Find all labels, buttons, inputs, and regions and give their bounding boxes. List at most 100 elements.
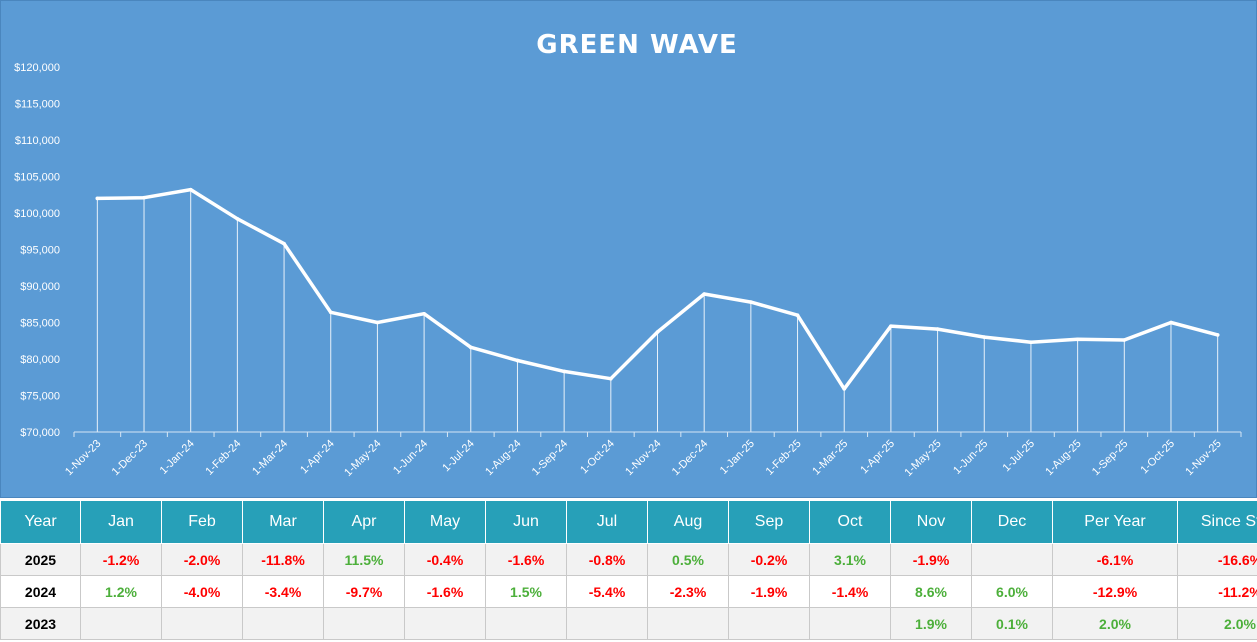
year-cell: 2023: [0, 607, 81, 640]
return-cell: 2.0%: [1177, 607, 1257, 640]
x-tick-label: 1-Sep-24: [530, 438, 570, 478]
x-tick-label: 1-Jun-25: [951, 438, 990, 477]
return-cell: [80, 607, 162, 640]
return-cell: [647, 607, 729, 640]
return-cell: 1.2%: [80, 575, 162, 608]
return-cell: -4.0%: [161, 575, 243, 608]
table-header-row: Year Jan Feb Mar Apr May Jun Jul Aug Sep Oct Nov Dec…: [0, 500, 1257, 544]
data-point: [749, 300, 753, 304]
data-point: [468, 345, 473, 350]
data-point: [562, 369, 566, 374]
returns-table: Year Jan Feb Mar Apr May Jun Jul Aug Sep Oct Nov Dec…: [0, 500, 1257, 640]
return-cell: -11.2%: [1177, 575, 1257, 608]
x-tick-label: 1-Dec-23: [110, 438, 150, 478]
column-header: Nov: [890, 500, 972, 544]
return-cell: -1.9%: [728, 575, 810, 608]
data-point: [282, 241, 286, 246]
return-cell: -1.6%: [404, 575, 486, 608]
x-tick-label: 1-Feb-25: [764, 438, 804, 478]
return-cell: 2.0%: [1052, 607, 1178, 640]
return-cell: 0.1%: [971, 607, 1053, 640]
data-point: [702, 292, 706, 296]
column-header: Feb: [161, 500, 243, 544]
data-point: [935, 327, 940, 331]
y-tick-label: $110,000: [15, 135, 60, 147]
return-cell: -0.8%: [566, 543, 648, 576]
x-tick-label: 1-Mar-24: [250, 438, 290, 478]
column-header: Jul: [566, 500, 648, 544]
return-cell: [566, 607, 648, 640]
x-tick-label: 1-Dec-24: [670, 438, 710, 478]
column-header: Sep: [728, 500, 810, 544]
data-point: [1029, 340, 1033, 345]
column-header: Mar: [242, 500, 324, 544]
column-header: Jun: [485, 500, 567, 544]
y-tick-label: $105,000: [14, 172, 60, 184]
year-cell: 2024: [0, 575, 81, 608]
return-cell: 3.1%: [809, 543, 891, 576]
return-cell: [728, 607, 810, 640]
return-cell: -0.4%: [404, 543, 486, 576]
return-cell: -16.6%: [1177, 543, 1257, 576]
year-cell: 2025: [0, 543, 81, 576]
return-cell: 0.5%: [647, 543, 729, 576]
x-tick-label: 1-Oct-25: [1138, 438, 1177, 477]
x-tick-label: 1-Jan-24: [158, 438, 197, 477]
return-cell: 6.0%: [971, 575, 1053, 608]
x-tick-label: 1-May-25: [902, 438, 943, 479]
data-point: [1215, 333, 1220, 337]
return-cell: [485, 607, 567, 640]
column-header: Since Start: [1177, 500, 1257, 544]
x-tick-label: 1-Feb-24: [203, 438, 243, 478]
series-layer: [95, 187, 1220, 391]
column-header: Apr: [323, 500, 405, 544]
return-cell: -2.0%: [161, 543, 243, 576]
table-row: 2025 -1.2% -2.0% -11.8% 11.5% -0.4% -1.6% -0.8%…: [0, 543, 1257, 576]
return-cell: [161, 607, 243, 640]
return-cell: -1.2%: [80, 543, 162, 576]
return-cell: -1.4%: [809, 575, 891, 608]
data-point: [982, 335, 987, 339]
x-tick-label: 1-Nov-23: [63, 438, 103, 478]
chart-panel: GREEN WAVE $70,000 $75,000 $80,000 $85,000 $…: [0, 0, 1257, 498]
x-tick-label: 1-Nov-25: [1183, 438, 1223, 478]
return-cell: [971, 543, 1053, 576]
x-tick-label: 1-Aug-25: [1043, 438, 1083, 478]
return-cell: -12.9%: [1052, 575, 1178, 608]
data-point: [609, 376, 613, 381]
table-row: 2024 1.2% -4.0% -3.4% -9.7% -1.6% 1.5% -5.4% -2.…: [0, 575, 1257, 608]
return-cell: -6.1%: [1052, 543, 1178, 576]
data-point: [1122, 338, 1127, 342]
data-point: [142, 195, 146, 200]
return-cell: -1.9%: [890, 543, 972, 576]
x-tick-label: 1-Jul-24: [440, 438, 477, 475]
return-cell: [242, 607, 324, 640]
x-tick-label: 1-Jun-24: [391, 438, 430, 477]
return-cell: -9.7%: [323, 575, 405, 608]
column-header: Jan: [80, 500, 162, 544]
line-chart: GREEN WAVE $70,000$75,000$80,000$85,000$…: [14, 30, 1242, 479]
column-header: May: [404, 500, 486, 544]
data-point: [1075, 337, 1080, 342]
y-tick-label: $120,000: [14, 62, 60, 74]
x-tick-label: 1-Aug-24: [483, 438, 523, 478]
y-tick-label: $115,000: [15, 99, 60, 111]
x-tick-label: 1-Apr-25: [858, 438, 897, 477]
return-cell: 11.5%: [323, 543, 405, 576]
return-cell: 1.5%: [485, 575, 567, 608]
y-tick-label: $90,000: [20, 281, 60, 293]
x-tick-label: 1-Jan-25: [718, 438, 757, 477]
return-cell: -5.4%: [566, 575, 648, 608]
column-header: Oct: [809, 500, 891, 544]
data-point: [889, 324, 893, 328]
data-point: [328, 310, 333, 315]
column-header: Dec: [971, 500, 1053, 544]
x-tick-label: 1-Jul-25: [1000, 438, 1037, 475]
data-point: [188, 187, 193, 192]
x-axis: 1-Nov-23 1-Dec-23 1-Jan-24 1-Feb-24 1-Mar-24…: [63, 431, 1242, 479]
column-header: Year: [0, 500, 81, 544]
data-point: [1169, 320, 1173, 325]
column-header: Per Year: [1052, 500, 1178, 544]
return-cell: [404, 607, 486, 640]
data-point: [95, 196, 100, 201]
